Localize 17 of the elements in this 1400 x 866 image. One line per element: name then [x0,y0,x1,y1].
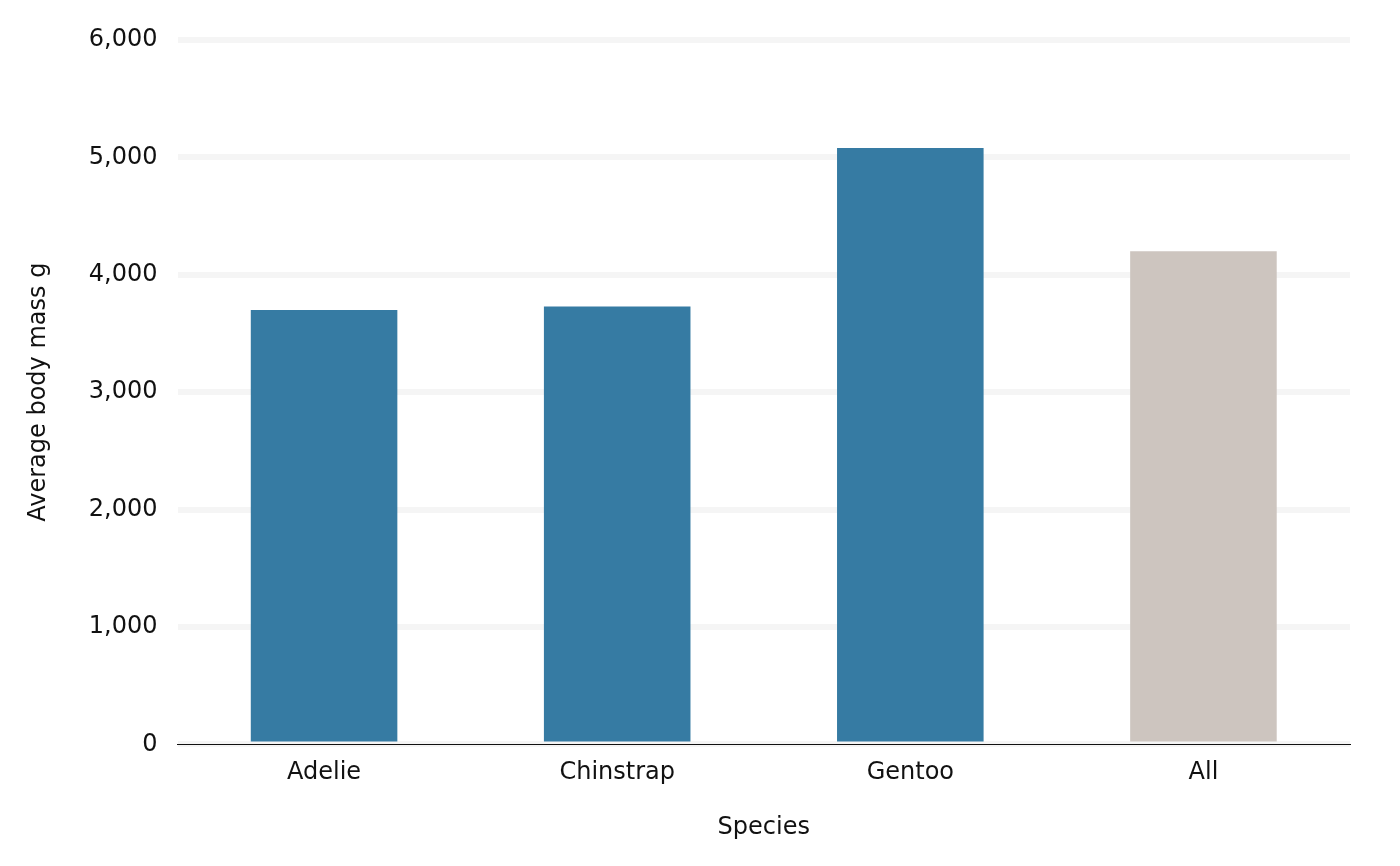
y-tick-label: 5,000 [88,141,158,170]
bar [837,148,984,742]
x-tick-label: Gentoo [866,757,954,786]
y-axis-title: Average body mass g [22,262,51,522]
y-tick-label: 4,000 [88,259,158,288]
bar [1130,251,1277,742]
y-tick-label: 1,000 [88,611,158,640]
x-axis-title: Species [717,811,810,840]
y-tick-label: 0 [142,728,158,757]
bar [543,306,691,742]
y-tick-label: 6,000 [88,24,158,53]
x-tick-label: Adelie [287,757,362,786]
y-tick-label: 2,000 [88,493,158,522]
x-tick-label: All [1188,757,1219,786]
x-tick-label: Chinstrap [559,757,675,786]
bar [250,310,398,742]
y-tick-label: 3,000 [88,376,158,405]
